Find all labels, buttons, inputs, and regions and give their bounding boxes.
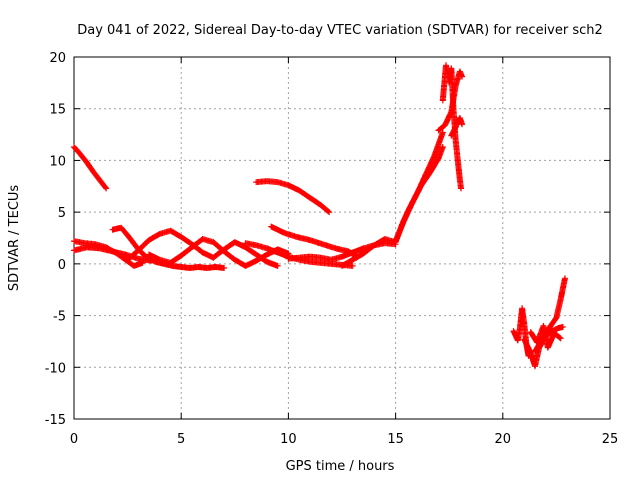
plus-markers — [253, 178, 333, 216]
x-tick-label: 5 — [177, 432, 185, 447]
y-tick-label: 5 — [58, 206, 66, 221]
y-tick-label: 10 — [49, 154, 66, 169]
y-tick-label: 20 — [49, 51, 66, 66]
chart-title: Day 041 of 2022, Sidereal Day-to-day VTE… — [77, 23, 603, 38]
y-tick-label: -15 — [45, 413, 66, 428]
y-axis-label: SDTVAR / TECUs — [7, 185, 22, 292]
x-axis-label: GPS time / hours — [286, 459, 395, 474]
x-tick-label: 20 — [495, 432, 512, 447]
y-tick-label: 0 — [58, 258, 66, 273]
plus-markers — [71, 244, 155, 264]
plus-markers — [527, 322, 564, 351]
plus-markers — [435, 68, 466, 134]
x-tick-label: 15 — [387, 432, 404, 447]
plus-markers — [448, 115, 466, 139]
series-arc-3 — [71, 244, 155, 264]
plus-markers — [339, 129, 446, 269]
x-tick-label: 25 — [602, 432, 619, 447]
series-arc-14 — [435, 68, 466, 134]
series-arc-11 — [339, 129, 446, 269]
axis-ticks: 0 5 10 15 20 25 -15 -10 -5 0 5 10 15 20 — [45, 51, 619, 447]
y-tick-label: -5 — [53, 310, 66, 325]
y-tick-label: 15 — [49, 103, 66, 118]
series-arc-19 — [527, 322, 564, 351]
y-tick-label: -10 — [45, 361, 66, 376]
plot-frame — [73, 56, 611, 420]
series-arc-12 — [392, 143, 446, 245]
series-arc-15 — [448, 115, 466, 139]
series-arc-1 — [71, 144, 110, 192]
plus-markers — [71, 144, 110, 192]
x-tick-label: 0 — [70, 432, 78, 447]
data-points — [71, 62, 568, 370]
series-arc-8 — [253, 178, 333, 216]
x-tick-label: 10 — [280, 432, 297, 447]
plus-markers — [392, 143, 446, 245]
